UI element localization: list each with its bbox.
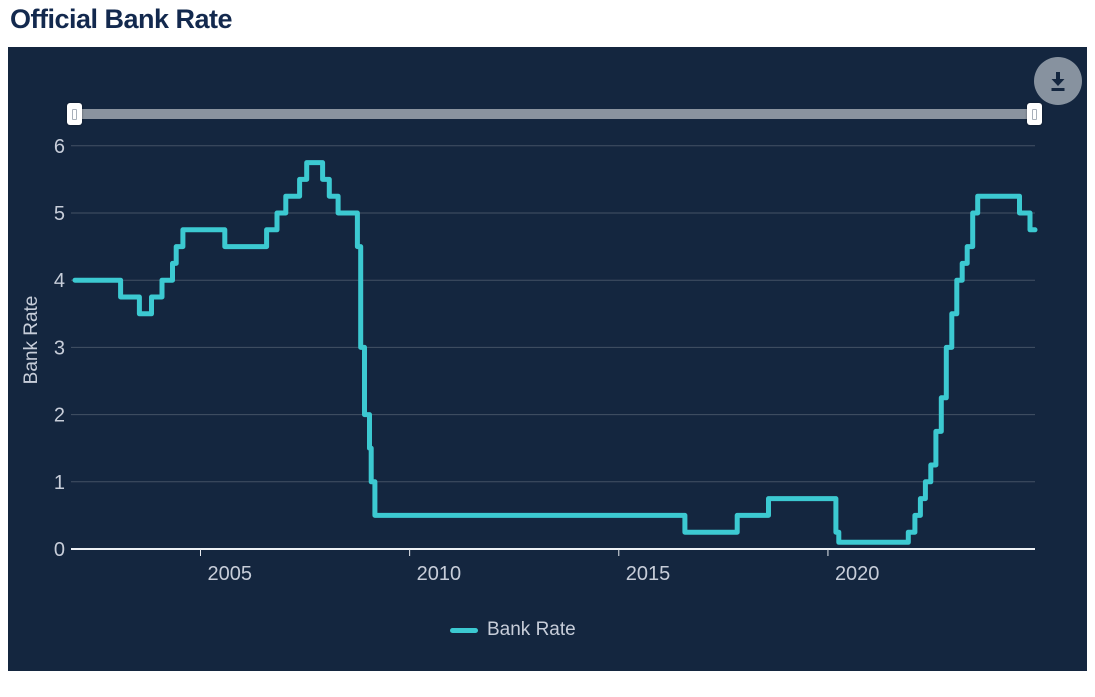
- x-tick-label: 2015: [626, 563, 671, 585]
- y-tick-label: 2: [54, 405, 65, 427]
- y-axis-title: Bank Rate: [21, 296, 42, 385]
- x-tick-label: 2010: [417, 563, 462, 585]
- gridlines: [71, 145, 1035, 483]
- x-axis-ticks: [199, 549, 829, 556]
- legend-swatch: [450, 627, 478, 633]
- download-icon: [1051, 72, 1065, 91]
- range-slider-handle-left[interactable]: [67, 103, 82, 125]
- x-tick-label: 2005: [207, 563, 252, 585]
- range-slider-handle-right[interactable]: [1027, 103, 1042, 125]
- range-slider-track[interactable]: [75, 109, 1035, 119]
- legend-label: Bank Rate: [487, 619, 576, 640]
- legend[interactable]: Bank Rate: [450, 617, 576, 643]
- y-tick-label: 3: [54, 337, 65, 359]
- y-tick-label: 5: [54, 203, 65, 225]
- y-axis-labels: 0 1 2 3 4 5 6: [54, 136, 65, 561]
- chart-container: 0 1 2 3 4 5 6 Bank Rate 2005 2010 2015 2020 Bank …: [8, 47, 1087, 671]
- y-tick-label: 0: [54, 539, 65, 561]
- x-tick-label: 2020: [835, 563, 880, 585]
- bank-rate-series[interactable]: [72, 160, 1038, 545]
- y-tick-label: 4: [54, 270, 65, 292]
- slider-grip-icon: [1032, 108, 1037, 120]
- page-title: Official Bank Rate: [10, 4, 233, 34]
- plot-area[interactable]: 0 1 2 3 4 5 6 Bank Rate 2005 2010 2015 2020: [8, 47, 1087, 671]
- download-button[interactable]: [1034, 57, 1082, 105]
- x-axis-labels: 2005 2010 2015 2020: [207, 563, 879, 585]
- y-tick-label: 6: [54, 136, 65, 158]
- slider-grip-icon: [72, 108, 77, 120]
- y-tick-label: 1: [54, 472, 65, 494]
